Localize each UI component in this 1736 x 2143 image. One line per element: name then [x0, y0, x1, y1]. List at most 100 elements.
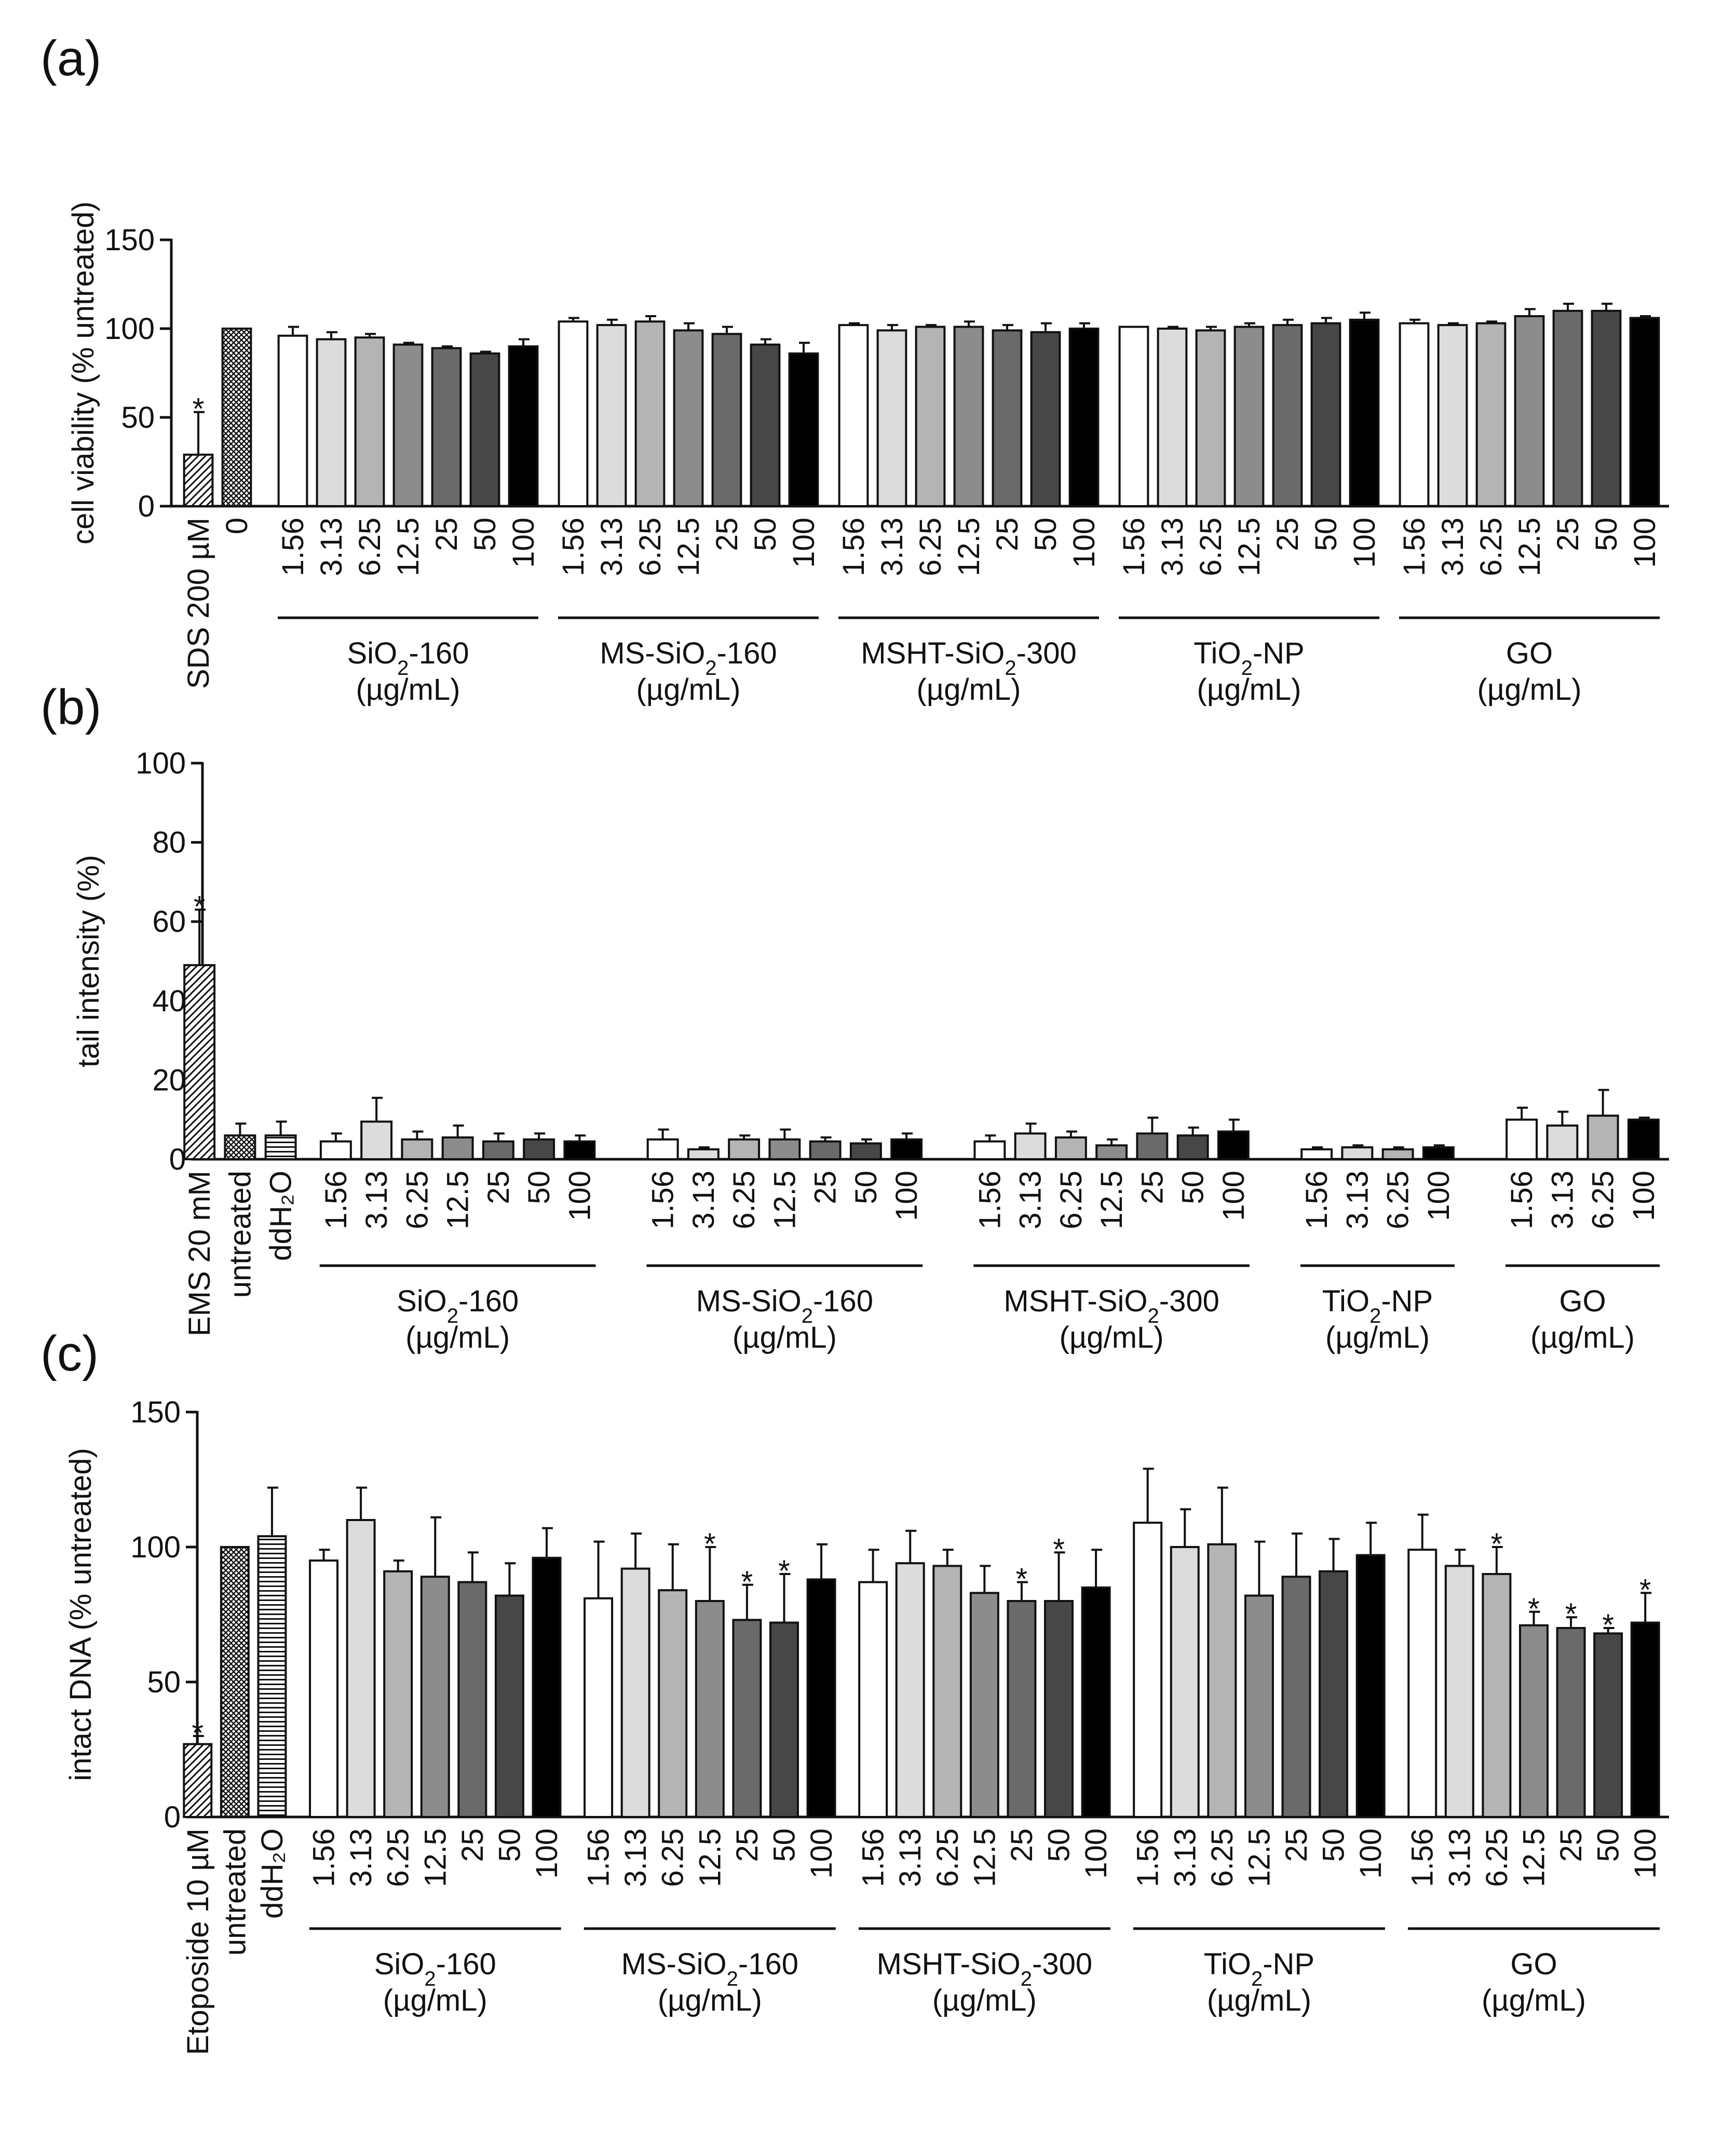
bar-group: 100	[530, 1527, 564, 1879]
x-category-label: 12.5	[1242, 1828, 1276, 1887]
x-category-label: 25	[1271, 518, 1305, 551]
x-category-label: 50	[468, 518, 502, 551]
x-category-label: 25	[482, 1171, 516, 1204]
bar-group: 3.13	[875, 324, 909, 576]
bar-group: 1.56	[307, 1549, 341, 1887]
y-tick-label: 150	[130, 1395, 181, 1429]
bar-group: 3.13	[315, 331, 348, 576]
group-name: MSHT-SiO2-300	[861, 636, 1076, 680]
x-category-label: 12.5	[441, 1171, 475, 1229]
bar	[316, 338, 347, 508]
x-category-label: 25	[1554, 1828, 1588, 1862]
panel-c: (c)intact DNA (% untreated)050100150*Eto…	[40, 1326, 1669, 2055]
x-category-label: 100	[1354, 1828, 1388, 1879]
bar-group: 6.25	[1586, 1089, 1620, 1229]
y-tick-label: 100	[135, 747, 186, 780]
bar	[457, 1581, 487, 1819]
panel-label: (b)	[40, 680, 101, 735]
bar-group: 1.56	[1505, 1106, 1539, 1229]
x-category-label: 6.25	[382, 1828, 415, 1887]
group-unit: (µg/mL)	[383, 1984, 487, 2017]
bar-group: 100	[1422, 1144, 1456, 1221]
bar	[1272, 324, 1303, 507]
bar-group: 3.13	[1340, 1144, 1374, 1229]
bar	[532, 1556, 562, 1819]
x-category-label: 1.56	[837, 518, 871, 576]
x-category-label: 3.13	[595, 518, 629, 576]
bar	[277, 334, 308, 507]
bar-group: 100	[1217, 1118, 1251, 1221]
bar	[494, 1594, 524, 1819]
bar-group: 25	[1135, 1116, 1169, 1204]
bar	[1133, 1522, 1163, 1818]
y-tick-label: 100	[130, 1530, 181, 1564]
x-category-label: 1.56	[557, 518, 590, 576]
x-category-label: 50	[1592, 1828, 1625, 1862]
bar-group: 6.25	[353, 333, 387, 576]
bar-group: 50	[468, 350, 502, 551]
bar-group: 6.25	[656, 1543, 690, 1887]
bar-group: 3.13	[344, 1486, 378, 1887]
y-tick-label: 20	[152, 1063, 186, 1097]
x-category-label: 1.56	[1406, 1828, 1440, 1887]
bar-group: 6.25	[1194, 325, 1228, 576]
y-tick-label: 50	[147, 1665, 181, 1699]
x-category-label: 3.13	[360, 1171, 394, 1229]
x-category-label: 6.25	[931, 1828, 965, 1887]
bar-group: 25	[1551, 303, 1585, 551]
bar-group: 1.56	[973, 1134, 1007, 1229]
bar-group: 1.56	[857, 1549, 890, 1887]
x-category-label: 12.5	[1232, 518, 1266, 576]
bar-group: 50	[493, 1562, 526, 1862]
bar-group: 1.56	[1406, 1513, 1440, 1887]
bar	[838, 324, 869, 507]
bar-group: 3.13	[360, 1096, 394, 1229]
bar-group: 1.56	[837, 322, 871, 576]
bar	[1556, 1627, 1586, 1818]
significance-star: *	[192, 1716, 204, 1750]
x-category-label: 50	[767, 1828, 801, 1862]
bar-group: 6.25	[931, 1549, 965, 1887]
group-name: MS-SiO2-160	[621, 1947, 798, 1990]
bar-group: * 100	[1629, 1573, 1662, 1878]
x-category-label: 25	[1005, 1828, 1039, 1862]
bar-group: 12.5	[441, 1124, 475, 1229]
bar-group: 1.56	[1300, 1146, 1334, 1229]
bar-group: 12.5	[418, 1516, 452, 1887]
bar-group: 50	[849, 1138, 883, 1204]
bar	[1068, 328, 1100, 507]
bar	[309, 1559, 339, 1818]
x-category-label: 1.56	[1131, 1828, 1165, 1887]
bar-group: 3.13	[1436, 322, 1470, 576]
y-tick-label: 150	[104, 223, 155, 257]
bar	[1506, 1118, 1538, 1160]
bar	[1300, 1148, 1333, 1161]
x-category-label: ddH₂O	[264, 1171, 298, 1261]
y-tick-label: 50	[121, 401, 155, 435]
bar	[768, 1138, 801, 1161]
bar	[769, 1621, 799, 1819]
bar-group: 100	[805, 1543, 838, 1879]
bar	[392, 343, 424, 508]
bar-group: 6.25	[1054, 1130, 1088, 1229]
y-axis-title: cell viability (% untreated)	[66, 201, 100, 545]
group-unit: (µg/mL)	[932, 1984, 1037, 2017]
bar-group: 100	[563, 1134, 596, 1221]
x-category-label: 3.13	[1014, 1171, 1048, 1229]
bar	[1546, 1124, 1579, 1161]
bar	[563, 1140, 596, 1161]
bar	[1081, 1586, 1111, 1818]
bar-group: 1.56	[1398, 318, 1431, 576]
bar-group: * 12.5	[1517, 1592, 1551, 1887]
bar-group: 100	[1067, 322, 1101, 568]
bar-group: 25	[482, 1132, 516, 1204]
group-name: GO	[1559, 1284, 1606, 1318]
bar	[1176, 1134, 1209, 1160]
significance-star: *	[778, 1554, 790, 1588]
bar	[1007, 1600, 1037, 1818]
bar	[932, 1565, 962, 1818]
y-tick-label: 0	[169, 1143, 186, 1176]
x-category-label: 3.13	[1156, 518, 1189, 576]
bar-group: untreated	[223, 1122, 257, 1298]
bar	[992, 329, 1023, 507]
